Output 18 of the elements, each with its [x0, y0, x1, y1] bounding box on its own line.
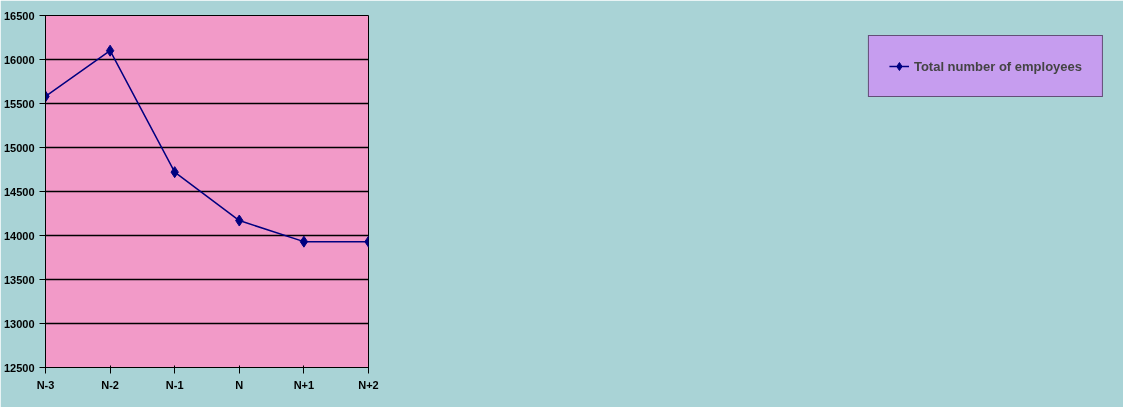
- y-tick-label: 15500: [3, 97, 35, 110]
- x-tick-label: N-1: [165, 378, 184, 391]
- x-tick-label: N-2: [101, 378, 119, 391]
- x-tick-label: N-3: [36, 378, 55, 391]
- point: [105, 44, 115, 57]
- point: [299, 235, 309, 248]
- y-tick-label: 14000: [3, 229, 35, 242]
- y-tick-label: 16500: [3, 9, 35, 22]
- y-tick-label: 15000: [3, 141, 35, 154]
- y-tick-label: 13000: [3, 317, 35, 330]
- y-tick-label: 14500: [3, 185, 35, 198]
- x-tick-label: N+1: [293, 378, 315, 391]
- y-tick-label: 13500: [3, 273, 35, 286]
- y-tick-label: 12500: [3, 361, 35, 374]
- y-tick-label: 16000: [3, 53, 35, 66]
- legend-label: Total number of employees: [913, 58, 1082, 74]
- x-tick-label: N+2: [358, 378, 379, 391]
- x-tick-label: N: [235, 378, 244, 391]
